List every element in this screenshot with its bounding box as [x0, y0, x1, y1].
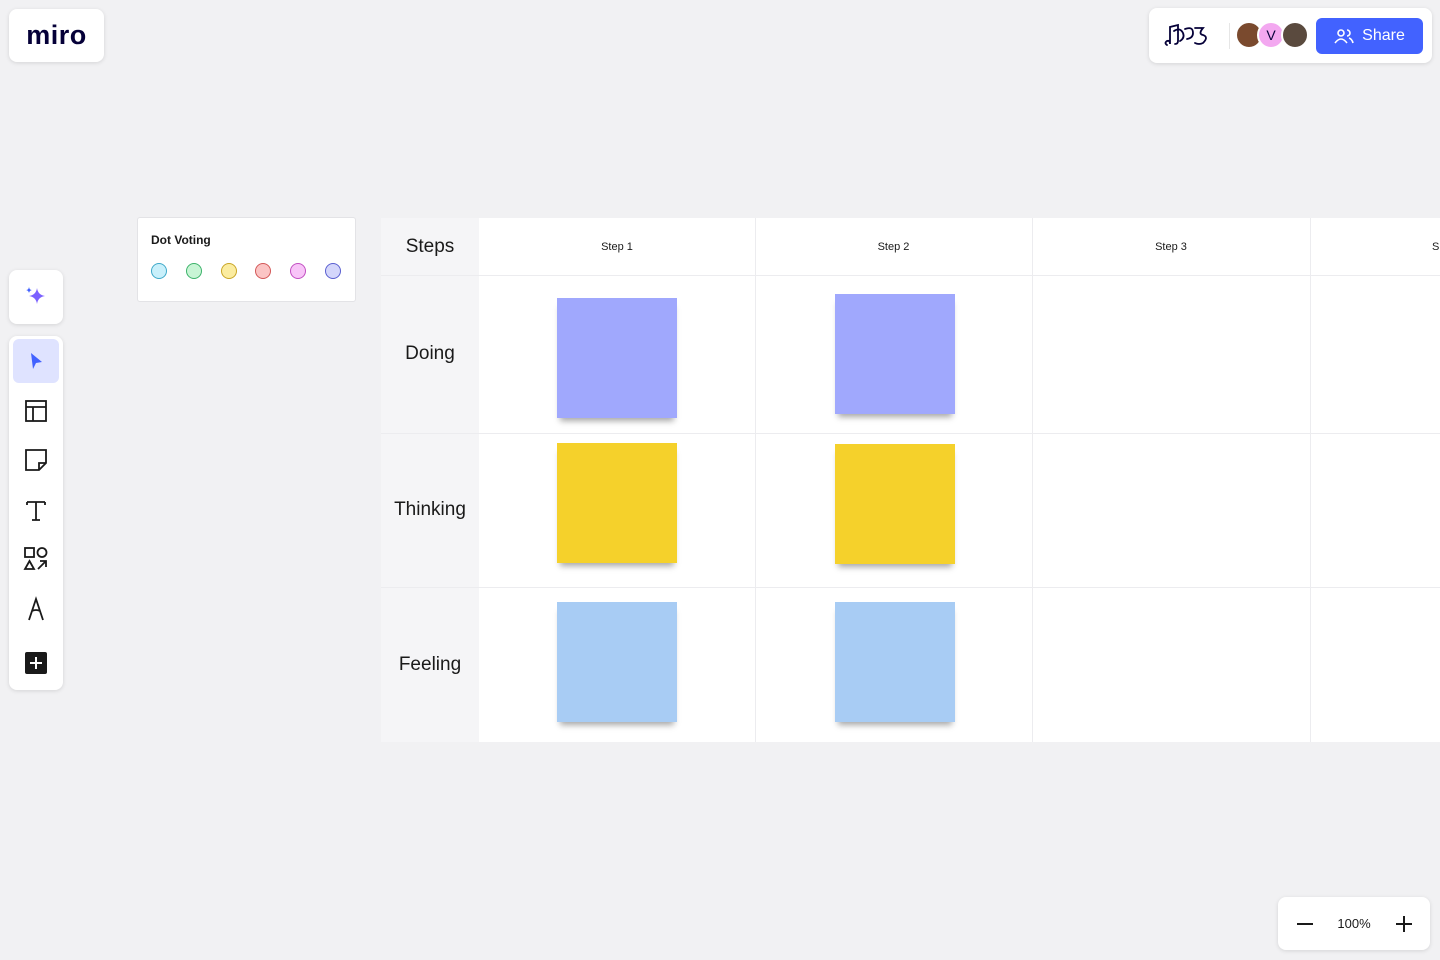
sticky-note[interactable] — [835, 444, 955, 564]
dot-voting: Dot Voting — [138, 218, 355, 301]
divider — [1229, 23, 1230, 49]
column-header: Step 1 — [601, 240, 633, 253]
zoom-level[interactable]: 100% — [1337, 916, 1371, 931]
vote-dot[interactable] — [325, 263, 341, 279]
pen-icon — [28, 596, 44, 621]
sticky-note[interactable] — [835, 602, 955, 722]
avatar[interactable] — [1281, 21, 1309, 49]
logo[interactable]: miro — [9, 9, 104, 62]
sticky-tool[interactable] — [13, 438, 59, 482]
column-header: Step 3 — [1155, 240, 1187, 253]
column-header: S — [1432, 240, 1440, 253]
column-header: Step 2 — [877, 240, 910, 253]
templates-tool[interactable] — [13, 389, 59, 433]
templates-icon — [25, 400, 47, 422]
sparkle-icon — [26, 287, 45, 304]
row-line — [381, 587, 1440, 588]
sticky-note[interactable] — [835, 294, 955, 414]
shapes-icon — [23, 547, 48, 570]
row-header: Feeling — [381, 587, 479, 742]
cursor-icon — [31, 353, 42, 369]
vote-dot[interactable] — [186, 263, 202, 279]
top-bar: V Share — [1149, 8, 1432, 63]
share-label: Share — [1362, 27, 1405, 44]
pen-tool[interactable] — [13, 587, 59, 631]
more-tool[interactable] — [13, 641, 59, 685]
board-icon[interactable] — [1163, 21, 1215, 51]
sticky-note[interactable] — [557, 602, 677, 722]
journey-table: Steps Doing Thinking Feeling Step 1 Step… — [381, 218, 1440, 742]
shapes-tool[interactable] — [13, 537, 59, 581]
avatar[interactable]: V — [1257, 21, 1285, 49]
share-button[interactable]: Share — [1316, 18, 1423, 54]
column-line — [1310, 218, 1311, 742]
dot-voting-title: Dot Voting — [151, 233, 211, 247]
sticky-note[interactable] — [557, 298, 677, 418]
column-line — [755, 218, 756, 742]
vote-dot[interactable] — [255, 263, 271, 279]
row-line — [381, 433, 1440, 434]
ai-panel — [9, 270, 63, 324]
sticky-icon — [25, 449, 47, 471]
sticky-note[interactable] — [557, 443, 677, 563]
select-tool[interactable] — [13, 339, 59, 383]
row-header: Doing — [381, 275, 479, 433]
column-line — [1032, 218, 1033, 742]
vote-dot[interactable] — [221, 263, 237, 279]
zoom-in[interactable] — [1395, 915, 1413, 933]
vote-dot[interactable] — [151, 263, 167, 279]
toolbar — [9, 336, 63, 690]
corner-header: Steps — [381, 218, 479, 275]
text-tool[interactable] — [13, 488, 59, 532]
row-line — [381, 275, 1440, 276]
plus-icon — [25, 652, 47, 674]
vote-dot[interactable] — [290, 263, 306, 279]
zoom-out[interactable] — [1296, 915, 1314, 933]
ai-tool[interactable] — [13, 275, 59, 319]
text-icon — [26, 501, 46, 521]
zoom-panel: 100% — [1278, 897, 1430, 950]
row-header: Thinking — [381, 433, 479, 587]
share-icon — [1334, 29, 1354, 44]
